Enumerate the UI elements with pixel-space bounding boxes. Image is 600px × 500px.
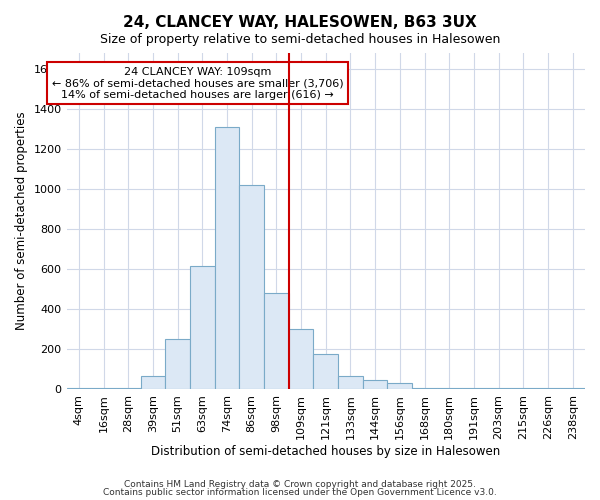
Bar [91, 388, 116, 389]
Bar [560, 388, 585, 389]
Text: Contains HM Land Registry data © Crown copyright and database right 2025.: Contains HM Land Registry data © Crown c… [124, 480, 476, 489]
Bar [313, 354, 338, 389]
Text: 24, CLANCEY WAY, HALESOWEN, B63 3UX: 24, CLANCEY WAY, HALESOWEN, B63 3UX [123, 15, 477, 30]
Bar [215, 126, 239, 389]
X-axis label: Distribution of semi-detached houses by size in Halesowen: Distribution of semi-detached houses by … [151, 444, 500, 458]
Text: Size of property relative to semi-detached houses in Halesowen: Size of property relative to semi-detach… [100, 32, 500, 46]
Text: Contains public sector information licensed under the Open Government Licence v3: Contains public sector information licen… [103, 488, 497, 497]
Bar [264, 293, 289, 389]
Bar [437, 388, 461, 389]
Y-axis label: Number of semi-detached properties: Number of semi-detached properties [15, 112, 28, 330]
Bar [289, 329, 313, 389]
Bar [486, 388, 511, 389]
Bar [412, 388, 437, 389]
Text: 24 CLANCEY WAY: 109sqm
← 86% of semi-detached houses are smaller (3,706)
14% of : 24 CLANCEY WAY: 109sqm ← 86% of semi-det… [52, 66, 343, 100]
Bar [363, 380, 388, 389]
Bar [116, 388, 140, 389]
Bar [140, 376, 165, 389]
Bar [461, 388, 486, 389]
Bar [511, 388, 536, 389]
Bar [536, 388, 560, 389]
Bar [67, 388, 91, 389]
Bar [388, 383, 412, 389]
Bar [190, 266, 215, 389]
Bar [338, 376, 363, 389]
Bar [239, 184, 264, 389]
Bar [165, 339, 190, 389]
